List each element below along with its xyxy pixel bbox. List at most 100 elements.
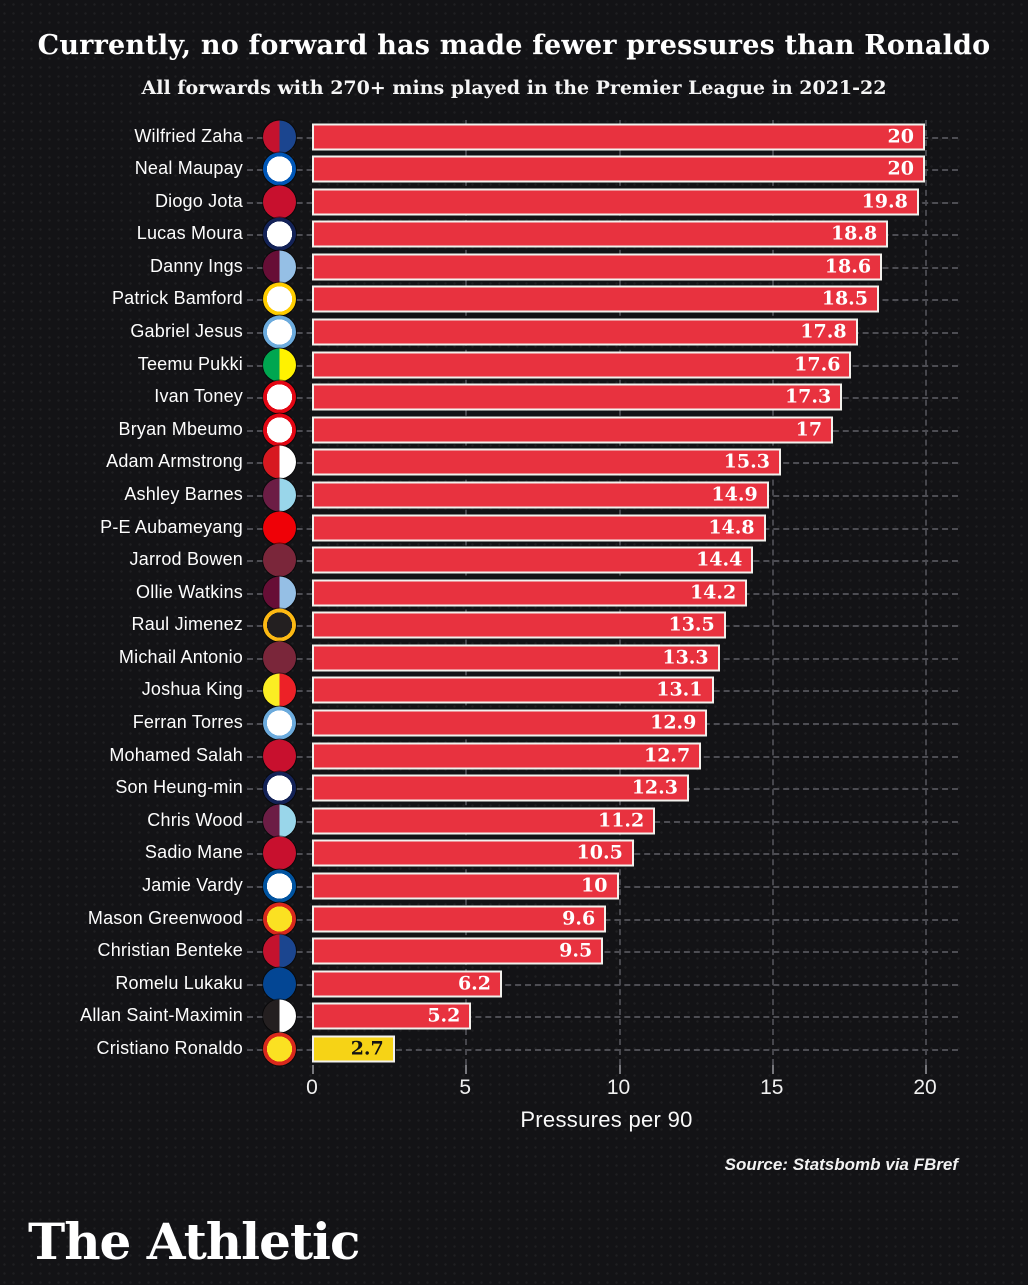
club-crest-icon	[263, 608, 296, 642]
player-row: Michail Antonio 13.3	[0, 641, 1028, 675]
bar-value: 20	[887, 125, 914, 147]
bar-value: 12.7	[643, 744, 691, 767]
player-row: Ivan Toney 17.3	[0, 380, 1028, 414]
player-name: Jamie Vardy	[142, 874, 243, 895]
bar-value: 18.5	[821, 287, 869, 310]
club-crest-icon	[263, 250, 296, 284]
player-name: Jarrod Bowen	[129, 548, 243, 569]
player-row: P-E Aubameyang 14.8	[0, 511, 1028, 545]
pressure-bar: 18.6	[312, 253, 883, 281]
player-name: Ollie Watkins	[136, 581, 243, 602]
pressure-bar: 13.3	[312, 644, 720, 672]
x-axis-tickmark	[925, 1065, 927, 1074]
player-name: Joshua King	[141, 679, 243, 700]
bar-value: 9.5	[559, 939, 593, 962]
player-name: Diogo Jota	[154, 190, 243, 211]
club-crest-icon	[263, 836, 296, 870]
bar-value: 10	[581, 874, 608, 897]
x-axis-tickmark	[618, 1065, 621, 1074]
bar-value: 17.3	[784, 385, 832, 408]
x-axis-tick: 0	[306, 1076, 318, 1099]
pressure-bar: 14.8	[312, 514, 766, 542]
pressure-bar: 9.6	[312, 905, 607, 933]
club-crest-icon	[263, 771, 296, 805]
player-name: P-E Aubameyang	[100, 516, 243, 537]
player-row: Teemu Pukki 17.6	[0, 348, 1028, 382]
bar-value: 14.8	[708, 516, 755, 539]
club-crest-icon	[263, 999, 296, 1033]
player-name: Allan Saint-Maximin	[80, 1005, 243, 1026]
pressure-bar: 11.2	[312, 807, 656, 835]
pressure-bar: 17.8	[312, 318, 858, 346]
player-name: Ferran Torres	[132, 711, 243, 732]
club-crest-icon	[263, 217, 296, 251]
club-crest-icon	[263, 152, 296, 186]
row-leader-line	[247, 983, 958, 986]
player-name: Teemu Pukki	[137, 353, 243, 374]
player-row: Ashley Barnes 14.9	[0, 478, 1028, 512]
player-row: Cristiano Ronaldo 2.7	[0, 1032, 1028, 1066]
player-name: Sadio Mane	[144, 842, 243, 863]
player-name: Bryan Mbeumo	[118, 418, 243, 439]
club-crest-icon	[263, 902, 296, 936]
x-axis-tick: 10	[606, 1076, 631, 1099]
bar-value: 14.2	[689, 581, 737, 604]
club-crest-icon	[263, 478, 296, 512]
player-row: Bryan Mbeumo 17	[0, 413, 1028, 447]
club-crest-icon	[263, 120, 296, 153]
pressure-bar: 20	[312, 123, 925, 150]
club-crest-icon	[263, 869, 296, 903]
bar-value: 20	[887, 157, 914, 180]
bar-value: 15.3	[723, 450, 770, 473]
club-crest-icon	[263, 348, 296, 382]
bar-value: 17	[795, 418, 823, 441]
bar-value: 11.2	[597, 809, 645, 832]
x-axis-tick: 20	[913, 1076, 937, 1099]
player-row: Mohamed Salah 12.7	[0, 739, 1028, 773]
x-axis-tick: 5	[459, 1076, 472, 1099]
pressure-bar: 18.5	[312, 285, 880, 313]
bar-value: 6.2	[457, 972, 492, 995]
player-name: Adam Armstrong	[106, 451, 243, 472]
pressure-bar: 5.2	[312, 1002, 472, 1030]
bar-value: 17.6	[794, 353, 841, 376]
x-axis-tickmark	[465, 1065, 468, 1074]
player-row: Diogo Jota 19.8	[0, 185, 1028, 219]
club-crest-icon	[263, 673, 296, 707]
pressure-bar: 17	[312, 416, 834, 444]
x-axis-tickmark	[312, 1065, 314, 1074]
bar-value: 13.5	[668, 613, 715, 636]
club-crest-icon	[263, 641, 296, 675]
player-row: Adam Armstrong 15.3	[0, 445, 1028, 479]
x-axis-tick: 15	[760, 1076, 784, 1099]
player-row: Danny Ings 18.6	[0, 250, 1028, 284]
player-row: Son Heung-min 12.3	[0, 771, 1028, 805]
pressure-bar: 13.5	[312, 611, 726, 639]
player-row: Raul Jimenez 13.5	[0, 608, 1028, 642]
player-name: Romelu Lukaku	[115, 972, 243, 993]
row-leader-line	[247, 1048, 958, 1051]
gridline-x-20	[925, 120, 927, 1065]
pressure-bar: 12.9	[312, 709, 708, 737]
pressure-bar: 12.7	[312, 742, 702, 770]
player-name: Son Heung-min	[115, 777, 243, 798]
pressure-bar: 14.2	[312, 579, 748, 607]
player-row: Neal Maupay 20	[0, 152, 1028, 186]
player-row: Jamie Vardy 10	[0, 869, 1028, 903]
pressure-bar: 9.5	[312, 937, 604, 965]
source-note: Source: Statsbomb via FBref	[724, 1155, 958, 1174]
player-row: Lucas Moura 18.8	[0, 217, 1028, 251]
club-crest-icon	[263, 282, 296, 316]
bar-value: 10.5	[576, 841, 623, 864]
player-name: Lucas Moura	[136, 223, 243, 244]
pressure-bar: 17.6	[312, 351, 852, 379]
player-row: Gabriel Jesus 17.8	[0, 315, 1028, 349]
player-row: Joshua King 13.1	[0, 673, 1028, 707]
club-crest-icon	[263, 315, 296, 349]
player-name: Patrick Bamford	[111, 288, 243, 309]
player-name: Cristiano Ronaldo	[96, 1037, 243, 1058]
pressure-bar: 10.5	[312, 839, 634, 867]
club-crest-icon	[263, 706, 296, 740]
bar-value: 13.3	[662, 646, 709, 669]
pressure-bar: 20	[312, 155, 925, 183]
